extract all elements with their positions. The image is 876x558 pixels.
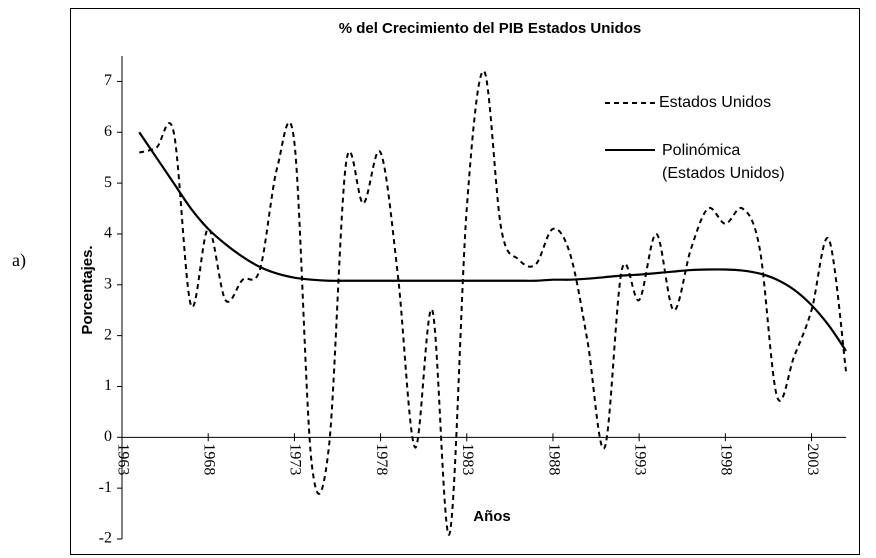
panel-label: a) bbox=[12, 250, 26, 271]
y-tick-label: -2 bbox=[99, 530, 112, 547]
y-axis-label: Porcentajes. bbox=[79, 245, 96, 334]
chart-border bbox=[70, 8, 860, 555]
x-axis-label: Años bbox=[473, 508, 511, 525]
x-tick-label: 1988 bbox=[545, 443, 562, 475]
legend-label: Estados Unidos bbox=[659, 94, 771, 111]
y-tick-label: 0 bbox=[104, 428, 112, 445]
x-tick-label: 1963 bbox=[114, 443, 131, 475]
x-tick-label: 1973 bbox=[287, 443, 304, 475]
y-tick-label: 3 bbox=[104, 275, 112, 292]
y-tick-label: 5 bbox=[104, 174, 112, 191]
data-line bbox=[138, 131, 847, 352]
x-tick-label: 1998 bbox=[718, 443, 735, 475]
x-tick-label: 2003 bbox=[804, 443, 821, 475]
y-tick-label: 7 bbox=[104, 72, 112, 89]
data-line bbox=[138, 70, 847, 536]
y-tick-label: 4 bbox=[104, 225, 112, 242]
chart-title: % del Crecimiento del PIB Estados Unidos bbox=[339, 20, 642, 37]
y-tick-label: 1 bbox=[104, 377, 112, 394]
x-tick-label: 1968 bbox=[201, 443, 218, 475]
y-tick-label: 2 bbox=[104, 326, 112, 343]
y-tick-label: -1 bbox=[99, 479, 112, 496]
x-tick-label: 1993 bbox=[631, 443, 648, 475]
legend-label: Polinómica (Estados Unidos) bbox=[662, 142, 785, 182]
y-tick-label: 6 bbox=[104, 123, 112, 140]
x-tick-label: 1978 bbox=[373, 443, 390, 475]
x-tick-label: 1983 bbox=[459, 443, 476, 475]
